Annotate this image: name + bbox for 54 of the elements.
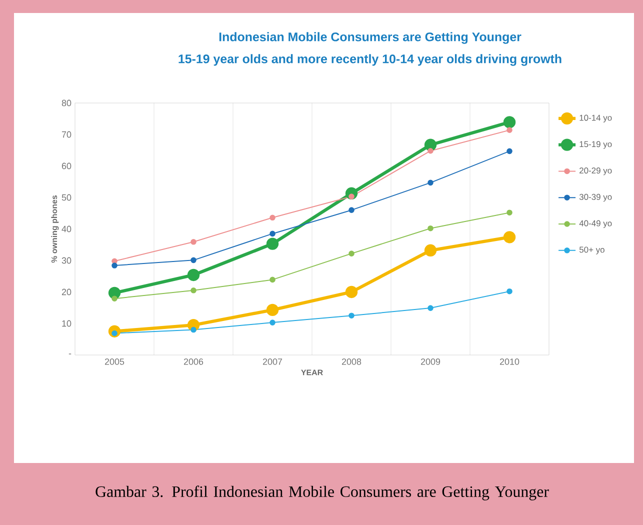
legend-label: 40-49 yo	[579, 220, 612, 228]
y-tick-label: 60	[62, 162, 72, 170]
point	[503, 116, 516, 128]
point	[112, 296, 118, 302]
legend-label: 30-39 yo	[579, 194, 612, 202]
point	[348, 312, 354, 319]
x-tick-label: 2010	[500, 358, 520, 365]
point	[503, 231, 516, 244]
text: Gambar 3. Profil Indonesian Mobile Consumers are Getting Younger	[96, 486, 549, 500]
point	[348, 194, 354, 200]
point	[270, 214, 276, 221]
x-tick-label: 2007	[262, 358, 282, 365]
point	[270, 276, 276, 283]
point	[506, 210, 512, 216]
x-tick-label: 2008	[342, 358, 362, 365]
point	[270, 230, 276, 237]
point	[428, 305, 434, 311]
y-tick-label: 40	[62, 226, 72, 232]
point	[266, 238, 279, 250]
chart-title: Indonesian Mobile Consumers are Getting Younger	[219, 32, 522, 44]
legend-label: 20-29 yo	[580, 168, 612, 176]
point	[424, 138, 437, 151]
point	[112, 262, 118, 268]
point	[190, 239, 196, 245]
legend-label: 10-14 yo	[580, 114, 612, 122]
point	[190, 288, 196, 294]
y-tick-label: 10	[62, 320, 72, 327]
point	[190, 257, 196, 264]
point	[190, 326, 196, 333]
point	[345, 286, 358, 298]
point	[266, 304, 279, 316]
x-tick-label: 2009	[420, 358, 440, 365]
chart-subtitle: 15-19 year olds and more recently 10-14 year olds driving growth	[178, 54, 562, 66]
point	[424, 244, 437, 257]
legend-label: 15-19 yo	[580, 141, 612, 149]
point	[428, 225, 434, 232]
point	[108, 286, 121, 300]
y-tick-label: 70	[62, 131, 72, 138]
point	[506, 288, 512, 294]
point	[348, 207, 354, 213]
x-tick-label: 2006	[184, 358, 204, 365]
point	[506, 127, 512, 133]
point	[187, 268, 200, 282]
y-tick-label: 30	[62, 257, 72, 264]
y-tick-label: 20	[62, 288, 72, 296]
point	[270, 320, 276, 326]
point	[506, 148, 512, 154]
point	[428, 180, 434, 186]
x-tick-label: 2005	[104, 358, 124, 365]
y-tick-label: 80	[62, 100, 72, 106]
point	[348, 250, 354, 256]
point	[428, 148, 434, 154]
y-tick-label: 50	[62, 194, 72, 201]
legend-label: 50+ yo	[579, 246, 604, 254]
